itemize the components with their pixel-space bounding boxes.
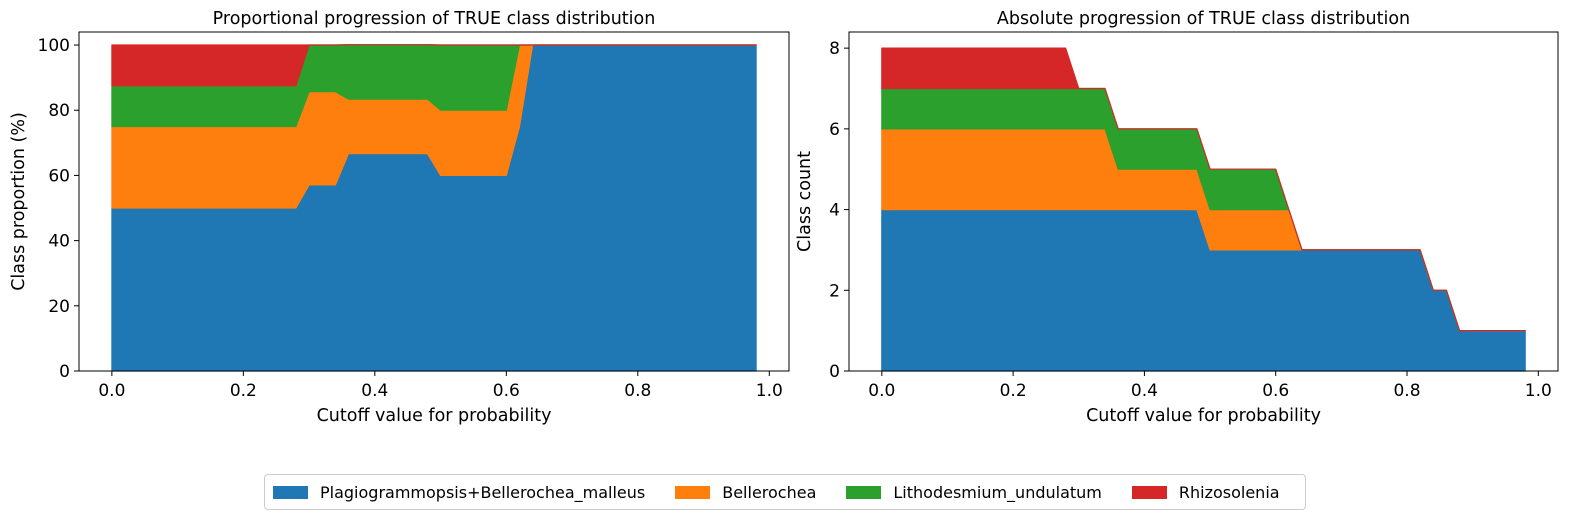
- legend-swatch: [1131, 485, 1167, 499]
- chart-title: Proportional progression of TRUE class d…: [213, 9, 656, 29]
- area-series: [881, 209, 1526, 372]
- x-axis-label: Cutoff value for probability: [1086, 406, 1321, 426]
- plot-frame: [78, 31, 790, 372]
- chart-title: Absolute progression of TRUE class distr…: [997, 9, 1410, 29]
- legend-item: Lithodesmium_undulatum: [846, 482, 1102, 502]
- legend-item: Plagiogrammopsis+Bellerochea_malleus: [273, 483, 645, 502]
- legend-label: Lithodesmium_undulatum: [893, 482, 1102, 502]
- legend-item: Bellerochea: [675, 483, 816, 502]
- y-tick-label: 8: [829, 39, 840, 59]
- legend-label: Rhizosolenia: [1178, 482, 1280, 502]
- y-tick-label: 2: [829, 281, 840, 301]
- x-tick-label: 0.0: [868, 381, 895, 401]
- y-tick-label: 20: [48, 297, 70, 317]
- y-tick-label: 0: [59, 362, 70, 382]
- y-tick-label: 80: [48, 101, 70, 121]
- legend-label: Bellerochea: [722, 482, 817, 502]
- legend-label: Plagiogrammopsis+Bellerochea_malleus: [320, 482, 646, 502]
- x-tick-label: 1.0: [1525, 381, 1552, 401]
- x-tick-label: 0.4: [361, 381, 388, 401]
- y-axis-label: Class proportion (%): [9, 112, 29, 291]
- y-tick-label: 0: [829, 362, 840, 382]
- x-tick-label: 0.8: [1393, 381, 1420, 401]
- x-tick-label: 0.4: [1131, 381, 1158, 401]
- x-tick-label: 1.0: [756, 381, 783, 401]
- figure: 0.0 0.2 0.4 0.6 0.8 1.0020406080100Proportion…: [9, 9, 1559, 426]
- x-axis-label: Cutoff value for probability: [317, 406, 552, 426]
- x-tick-label: 0.6: [493, 381, 520, 401]
- y-tick-label: 6: [829, 120, 840, 140]
- legend: Plagiogrammopsis+Bellerochea_malleus Bel…: [264, 474, 1306, 510]
- legend-swatch: [273, 485, 308, 499]
- absolute-chart: 0.0 0.2 0.4 0.6 0.8 1.0 0 2 4 6 8 Absolute progress…: [795, 9, 1559, 426]
- area-series: [111, 44, 757, 87]
- x-tick-label: 0.8: [624, 381, 651, 401]
- y-tick-label: 60: [48, 166, 70, 186]
- x-tick-label: 0.6: [1262, 381, 1289, 401]
- legend-swatch: [675, 485, 711, 499]
- proportional-chart: 0.0 0.2 0.4 0.6 0.8 1.0 0 20 40 60 80 100 Proportion…: [9, 9, 790, 426]
- y-axis-label: Class count: [795, 151, 815, 252]
- legend-swatch: [846, 485, 882, 499]
- y-tick-label: 4: [829, 201, 840, 221]
- x-tick-label: 0.0: [98, 381, 125, 401]
- legend-item: Rhizosolenia: [1131, 482, 1280, 502]
- y-tick-label: 100: [38, 36, 70, 56]
- x-tick-label: 0.2: [1000, 381, 1027, 401]
- plot-frame: [848, 31, 1559, 372]
- area-series: [881, 47, 1526, 332]
- y-tick-label: 40: [48, 232, 70, 252]
- x-tick-label: 0.2: [230, 381, 257, 401]
